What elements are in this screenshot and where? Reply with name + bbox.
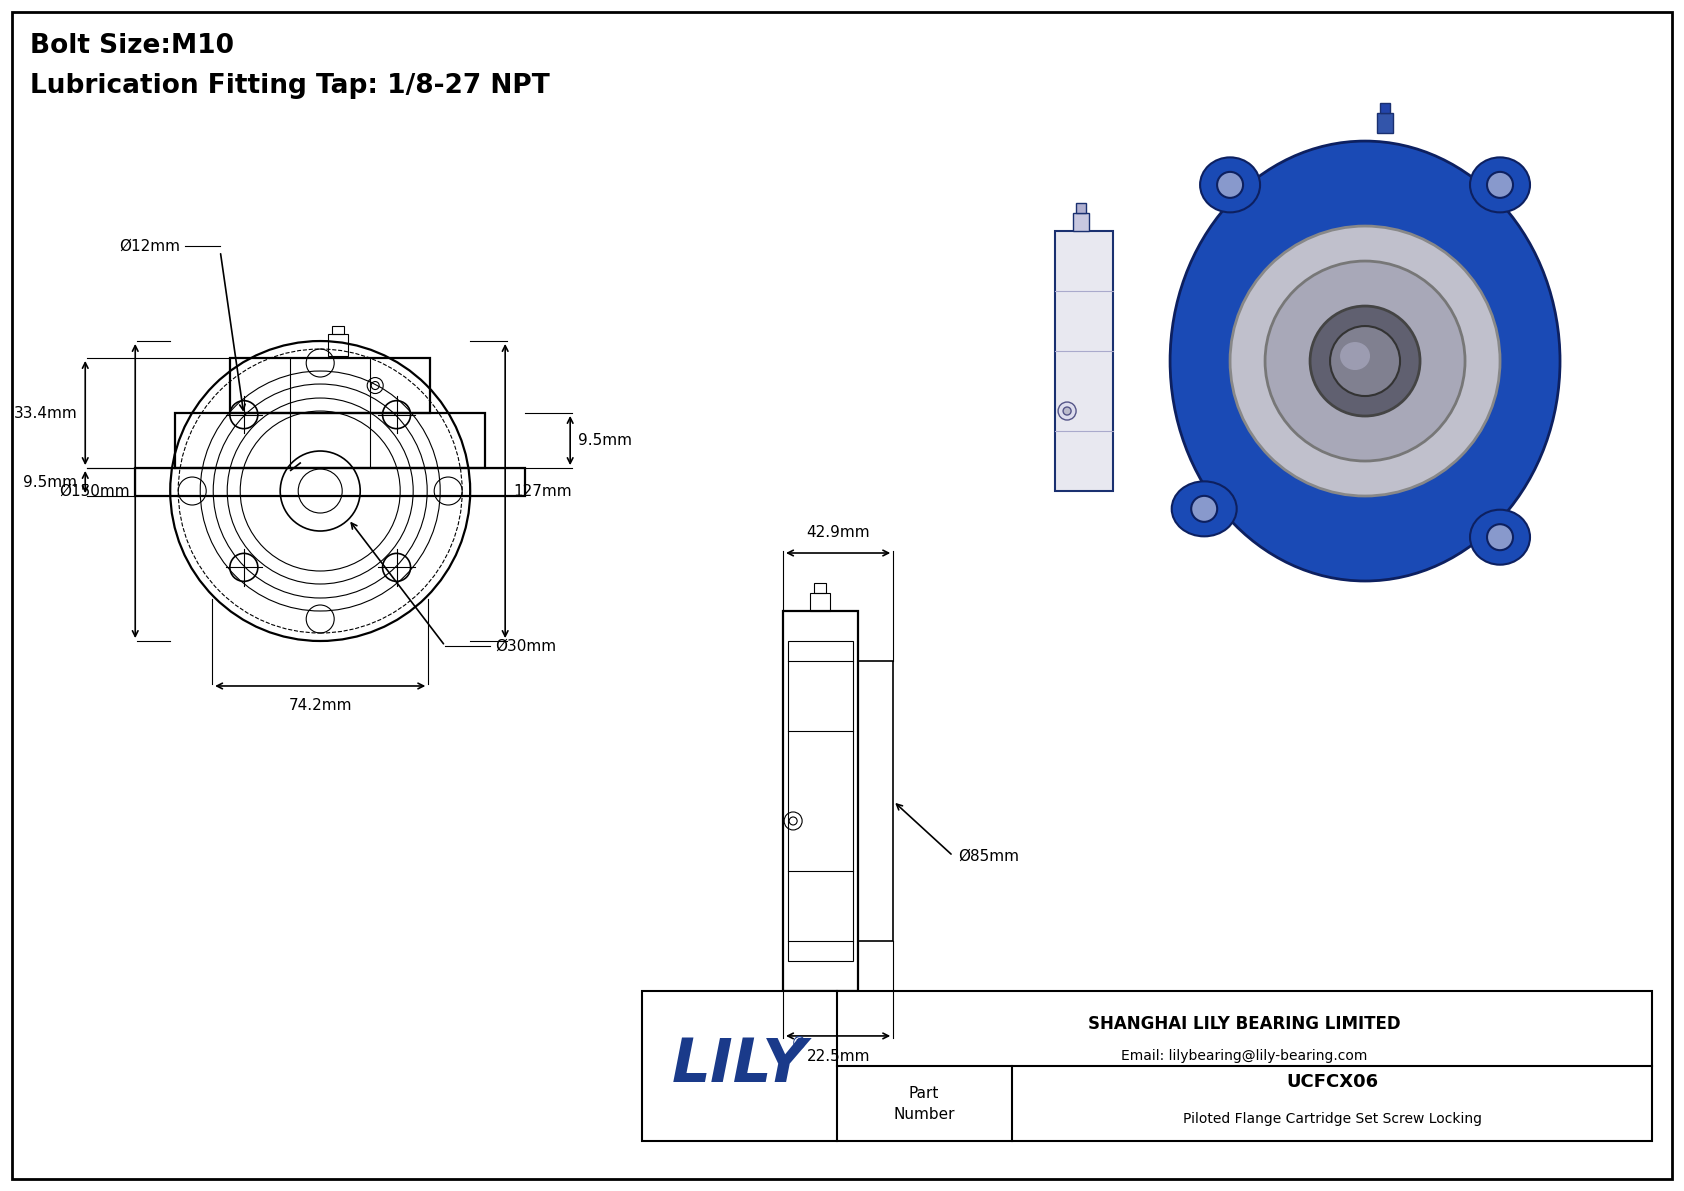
Bar xyxy=(642,991,1652,1141)
Bar xyxy=(783,611,859,991)
Ellipse shape xyxy=(1172,481,1236,536)
Text: Lubrication Fitting Tap: 1/8-27 NPT: Lubrication Fitting Tap: 1/8-27 NPT xyxy=(30,73,551,99)
Circle shape xyxy=(1191,495,1218,522)
Text: 9.5mm: 9.5mm xyxy=(24,474,77,490)
Text: ®: ® xyxy=(791,1035,808,1053)
Bar xyxy=(1376,113,1393,133)
Ellipse shape xyxy=(1201,157,1260,212)
Bar xyxy=(810,593,830,611)
Text: Bolt Size:M10: Bolt Size:M10 xyxy=(30,33,234,60)
Text: 127mm: 127mm xyxy=(514,484,573,499)
Text: LILY: LILY xyxy=(672,1036,807,1096)
Bar xyxy=(859,661,893,941)
Bar xyxy=(1076,202,1086,213)
Ellipse shape xyxy=(1340,342,1371,370)
Ellipse shape xyxy=(1470,157,1531,212)
Ellipse shape xyxy=(1470,510,1531,565)
Text: Email: lilybearing@lily-bearing.com: Email: lilybearing@lily-bearing.com xyxy=(1122,1049,1367,1062)
Text: SHANGHAI LILY BEARING LIMITED: SHANGHAI LILY BEARING LIMITED xyxy=(1088,1015,1401,1033)
Circle shape xyxy=(1218,172,1243,198)
Ellipse shape xyxy=(1265,261,1465,461)
Bar xyxy=(332,326,344,333)
Text: 33.4mm: 33.4mm xyxy=(13,405,77,420)
Ellipse shape xyxy=(1330,326,1399,397)
Text: Ø85mm: Ø85mm xyxy=(958,848,1019,863)
Text: Ø150mm: Ø150mm xyxy=(59,484,130,499)
Text: UCFCX06: UCFCX06 xyxy=(1287,1073,1378,1091)
Bar xyxy=(788,641,854,961)
Circle shape xyxy=(1487,524,1512,550)
Text: 74.2mm: 74.2mm xyxy=(288,698,352,713)
Ellipse shape xyxy=(1170,141,1559,581)
Bar xyxy=(328,333,349,356)
Text: Piloted Flange Cartridge Set Screw Locking: Piloted Flange Cartridge Set Screw Locki… xyxy=(1182,1112,1482,1125)
Text: 22.5mm: 22.5mm xyxy=(807,1049,871,1064)
Circle shape xyxy=(1058,403,1076,420)
Bar xyxy=(1056,231,1113,491)
Text: 9.5mm: 9.5mm xyxy=(578,434,632,448)
Ellipse shape xyxy=(1310,306,1420,416)
Text: Ø12mm: Ø12mm xyxy=(120,238,180,254)
Circle shape xyxy=(1063,407,1071,414)
Bar xyxy=(135,468,525,495)
Ellipse shape xyxy=(1229,226,1500,495)
Text: 42.9mm: 42.9mm xyxy=(807,525,871,540)
Circle shape xyxy=(1487,172,1512,198)
Bar xyxy=(1073,213,1090,231)
Bar xyxy=(813,584,827,593)
Bar xyxy=(231,358,429,413)
Bar xyxy=(1379,104,1389,113)
Text: Part
Number: Part Number xyxy=(894,1086,955,1122)
Text: Ø30mm: Ø30mm xyxy=(495,638,556,654)
Bar xyxy=(175,413,485,468)
